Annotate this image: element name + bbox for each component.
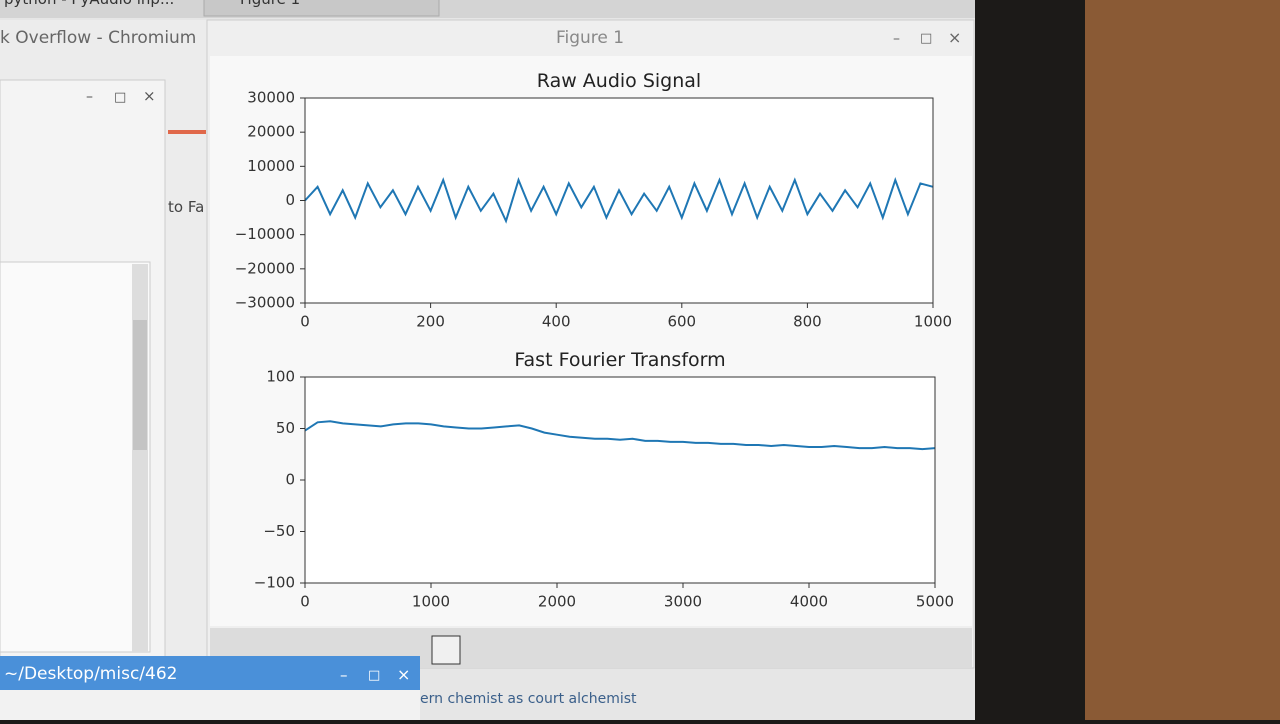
footer-link[interactable]: ern chemist as court alchemist bbox=[420, 691, 637, 707]
plot-frame bbox=[304, 376, 936, 584]
terminal-titlebar bbox=[0, 656, 420, 690]
chart-title: Raw Audio Signal bbox=[537, 70, 701, 92]
chart-title: Fast Fourier Transform bbox=[514, 349, 725, 371]
x-tick-label: 0 bbox=[300, 313, 310, 331]
y-tick-label: 100 bbox=[266, 368, 295, 386]
terminal-title: ~/Desktop/misc/462 bbox=[4, 664, 177, 684]
plot-area bbox=[305, 98, 933, 303]
x-tick-label: 3000 bbox=[664, 593, 702, 611]
y-tick-label: −20000 bbox=[235, 259, 295, 277]
plot-frame bbox=[304, 97, 934, 304]
x-tick-label: 200 bbox=[416, 313, 445, 331]
x-tick-label: 800 bbox=[793, 313, 822, 331]
close[interactable]: × bbox=[948, 28, 961, 47]
x-tick-label: 5000 bbox=[916, 593, 954, 611]
x-tick-label: 0 bbox=[300, 593, 310, 611]
x-tick-label: 1000 bbox=[412, 593, 450, 611]
y-tick-label: 0 bbox=[285, 471, 295, 489]
minimize[interactable]: – bbox=[340, 666, 348, 684]
x-tick-label: 4000 bbox=[790, 593, 828, 611]
y-tick-label: −30000 bbox=[235, 294, 295, 312]
x-tick-label: 1000 bbox=[914, 313, 952, 331]
minimize[interactable]: – bbox=[893, 31, 900, 47]
maximize[interactable]: □ bbox=[368, 668, 380, 683]
accent bbox=[168, 130, 206, 134]
y-tick-label: −100 bbox=[254, 574, 295, 592]
maximize[interactable]: □ bbox=[114, 90, 126, 105]
y-tick-label: 0 bbox=[285, 191, 295, 209]
snippet: to Fa bbox=[168, 198, 204, 216]
scroll-thumb[interactable] bbox=[133, 320, 147, 450]
y-tick-label: −10000 bbox=[235, 225, 295, 243]
figure-title: Figure 1 bbox=[556, 28, 624, 48]
browser-title: k Overflow - Chromium bbox=[0, 28, 196, 48]
x-tick-label: 400 bbox=[542, 313, 571, 331]
x-tick-label: 600 bbox=[667, 313, 696, 331]
terminal-body bbox=[0, 690, 420, 720]
close[interactable]: × bbox=[397, 665, 410, 684]
x-tick-label: 2000 bbox=[538, 593, 576, 611]
save-button[interactable] bbox=[431, 635, 461, 665]
y-tick-label: 50 bbox=[276, 419, 295, 437]
minimize[interactable]: – bbox=[86, 89, 93, 105]
y-tick-label: 30000 bbox=[247, 89, 295, 107]
y-tick-label: 10000 bbox=[247, 157, 295, 175]
close[interactable]: × bbox=[143, 87, 156, 105]
task-tab[interactable]: Figure 1 bbox=[240, 0, 300, 8]
data-line bbox=[304, 420, 936, 451]
list-pane bbox=[0, 261, 151, 653]
maximize[interactable]: □ bbox=[920, 31, 932, 46]
y-tick-label: 20000 bbox=[247, 123, 295, 141]
plot-area bbox=[305, 377, 935, 583]
task-tab-box[interactable] bbox=[203, 0, 440, 17]
wall bbox=[1085, 0, 1280, 720]
plots: Raw Audio Signal−30000−20000−10000010000… bbox=[235, 70, 954, 611]
data-line bbox=[304, 176, 934, 224]
y-tick-label: −50 bbox=[263, 522, 295, 540]
task-tab[interactable]: python - PyAudio inp... bbox=[4, 0, 174, 8]
